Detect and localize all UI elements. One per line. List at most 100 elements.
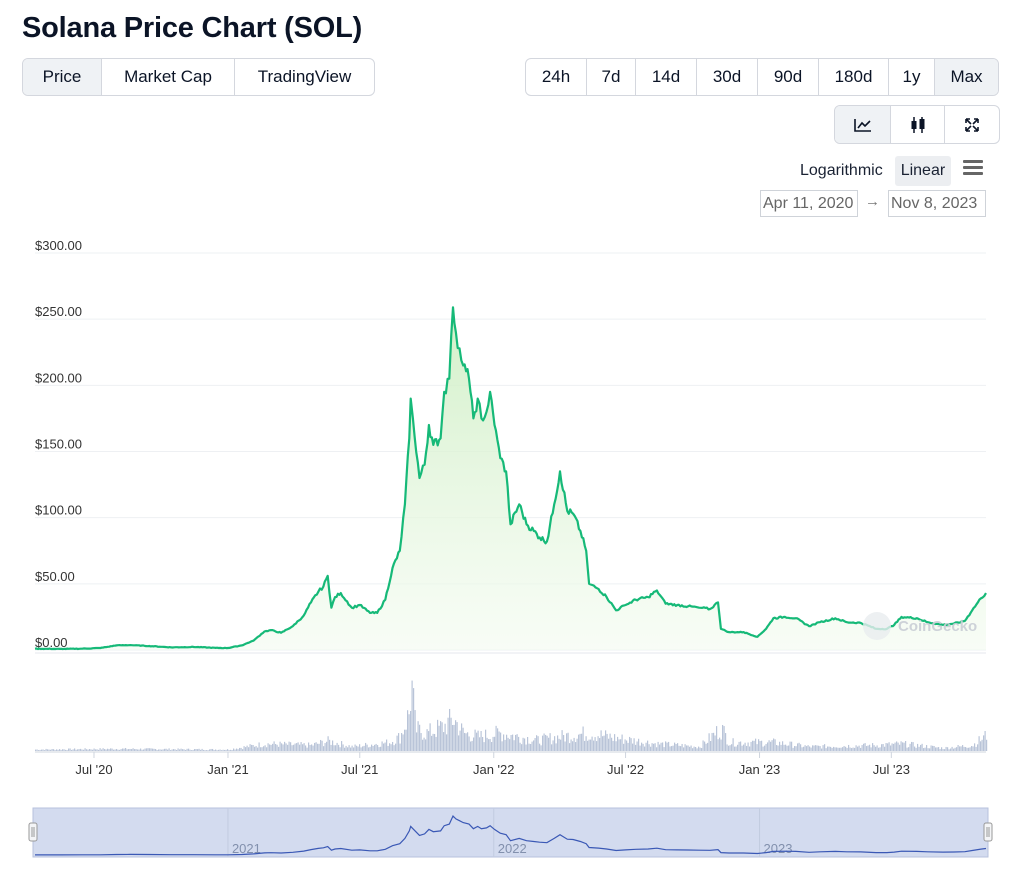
hamburger-menu-icon[interactable] — [963, 160, 983, 176]
navigator-left-handle[interactable] — [28, 822, 38, 842]
volume-bar — [405, 729, 407, 751]
date-from-input[interactable]: Apr 11, 2020 — [760, 190, 858, 217]
volume-bar — [315, 742, 317, 751]
tab-price[interactable]: Price — [23, 59, 102, 95]
volume-bar — [738, 741, 740, 751]
volume-bar — [404, 729, 406, 751]
navigator[interactable]: 2021 2022 2023 — [28, 807, 993, 858]
volume-bar — [567, 732, 569, 751]
volume-bar — [93, 748, 95, 751]
volume-bar — [381, 741, 383, 751]
volume-bar — [443, 732, 445, 751]
tab-tradingview[interactable]: TradingView — [257, 67, 352, 86]
volume-bar — [626, 740, 628, 751]
logarithmic-toggle[interactable]: Logarithmic — [800, 162, 883, 179]
volume-bar — [519, 742, 521, 751]
volume-bar — [729, 745, 731, 751]
volume-bar — [83, 749, 85, 751]
volume-bar — [717, 739, 719, 751]
navigator-label: 2022 — [498, 841, 527, 856]
volume-bar — [840, 747, 842, 751]
volume-bar — [345, 745, 347, 751]
volume-bar — [35, 749, 37, 751]
volume-bar — [42, 749, 44, 751]
volume-bar — [702, 740, 704, 751]
range-max-button[interactable]: Max — [935, 59, 998, 95]
volume-bar — [185, 749, 187, 751]
navigator-right-handle[interactable] — [983, 822, 993, 842]
volume-bar — [210, 748, 212, 751]
volume-bar — [413, 688, 415, 751]
volume-bar — [450, 717, 452, 751]
volume-bar — [593, 740, 595, 751]
volume-bar — [885, 742, 887, 751]
volume-bar — [570, 739, 572, 751]
volume-bar — [545, 734, 547, 751]
range-14d-button[interactable]: 14d — [636, 59, 697, 95]
volume-bar — [386, 739, 388, 751]
volume-bar — [605, 730, 607, 751]
volume-bar — [833, 746, 835, 751]
volume-bar — [582, 726, 584, 751]
volume-bar — [287, 744, 289, 751]
volume-bar — [72, 749, 74, 751]
volume-bar — [863, 743, 865, 751]
volume-bar — [579, 733, 581, 751]
volume-bar — [425, 739, 427, 751]
volume-bar — [359, 744, 361, 751]
range-180d-button[interactable]: 180d — [819, 59, 889, 95]
candlestick-button[interactable] — [891, 106, 945, 143]
volume-bar — [600, 730, 602, 751]
volume-bar — [495, 725, 497, 751]
volume-bar — [752, 740, 754, 751]
volume-bar — [159, 749, 161, 751]
volume-bar — [617, 736, 619, 751]
volume-bar — [167, 749, 169, 751]
range-30d-button[interactable]: 30d — [697, 59, 758, 95]
volume-bar — [861, 745, 863, 751]
volume-bar — [606, 733, 608, 751]
range-7d-button[interactable]: 7d — [587, 59, 636, 95]
range-1y-button[interactable]: 1y — [889, 59, 935, 95]
volume-bar — [380, 746, 382, 751]
volume-bar — [650, 746, 652, 751]
volume-bar — [134, 749, 136, 751]
volume-bar — [372, 746, 374, 751]
volume-bar — [837, 747, 839, 751]
volume-bar — [408, 714, 410, 751]
volume-bar — [410, 710, 412, 751]
volume-bar — [260, 747, 262, 751]
volume-bar — [95, 749, 97, 751]
volume-bar — [780, 744, 782, 751]
volume-bar — [810, 747, 812, 751]
volume-bar — [470, 741, 472, 751]
volume-bar — [884, 746, 886, 751]
fullscreen-button[interactable] — [945, 106, 999, 143]
line-chart-button[interactable] — [835, 106, 891, 143]
volume-bar — [320, 739, 322, 751]
volume-bar — [788, 745, 790, 751]
volume-bar — [183, 749, 185, 751]
volume-bar — [365, 742, 367, 751]
date-to-input[interactable]: Nov 8, 2023 — [888, 190, 986, 217]
volume-bar — [893, 743, 895, 751]
volume-bar — [47, 749, 49, 751]
x-tick-label: Jul '23 — [873, 762, 910, 777]
range-24h-button[interactable]: 24h — [526, 59, 587, 95]
volume-bar — [92, 749, 94, 751]
volume-bar — [273, 741, 275, 751]
volume-bar — [875, 746, 877, 751]
volume-bar — [806, 746, 808, 751]
volume-bar — [371, 744, 373, 751]
volume-bar — [599, 738, 601, 751]
volume-bar — [573, 737, 575, 751]
volume-bar — [776, 745, 778, 751]
volume-bar — [122, 748, 124, 751]
volume-bar — [348, 745, 350, 751]
range-90d-button[interactable]: 90d — [758, 59, 819, 95]
y-tick-label: $200.00 — [35, 370, 82, 385]
volume-bar — [353, 747, 355, 751]
linear-toggle[interactable]: Linear — [894, 156, 952, 186]
tab-market-cap[interactable]: Market Cap — [102, 59, 235, 95]
volume-bar — [590, 739, 592, 751]
